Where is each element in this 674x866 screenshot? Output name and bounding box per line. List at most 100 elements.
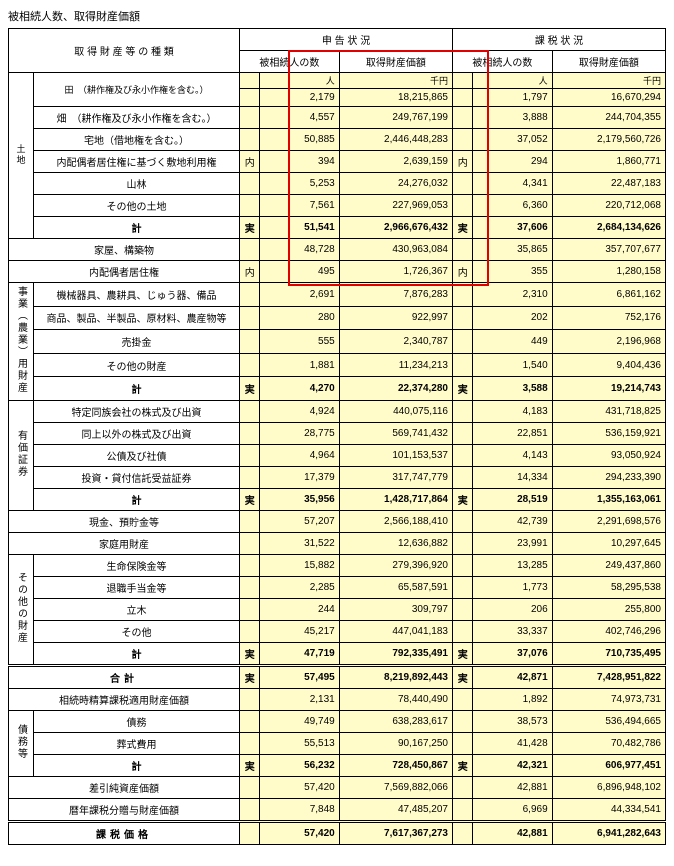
people-cell: 202 — [473, 306, 552, 330]
value-cell: 70,482,786 — [552, 733, 665, 755]
value-cell: 309,797 — [339, 599, 452, 621]
people-cell: 394 — [260, 151, 339, 173]
value-cell: 249,767,199 — [339, 107, 452, 129]
marker-cell — [453, 733, 473, 755]
people-cell: 51,541 — [260, 217, 339, 239]
value-cell: 2,196,968 — [552, 330, 665, 354]
marker-cell: 実 — [453, 755, 473, 777]
people-cell: 294 — [473, 151, 552, 173]
marker-cell: 実 — [453, 217, 473, 239]
value-cell: 12,636,882 — [339, 533, 452, 555]
people-cell: 15,882 — [260, 555, 339, 577]
value-cell: 47,485,207 — [339, 799, 452, 822]
marker-cell — [453, 533, 473, 555]
value-cell: 65,587,591 — [339, 577, 452, 599]
marker-cell — [240, 283, 260, 307]
row-label: 葬式費用 — [33, 733, 239, 755]
people-cell: 2,691 — [260, 283, 339, 307]
marker-cell: 実 — [240, 377, 260, 401]
people-cell: 57,420 — [260, 822, 339, 845]
people-cell: 1,881 — [260, 353, 339, 377]
value-cell: 430,963,084 — [339, 239, 452, 261]
marker-cell: 内 — [240, 261, 260, 283]
value-cell: 2,966,676,432 — [339, 217, 452, 239]
people-cell: 244 — [260, 599, 339, 621]
row-label: 債務 — [33, 711, 239, 733]
header-kazei: 課 税 状 況 — [453, 29, 666, 51]
value-cell: 18,215,865 — [339, 89, 452, 107]
row-label: 機械器具、農耕具、じゅう器、備品 — [33, 283, 239, 307]
value-cell: 9,404,436 — [552, 353, 665, 377]
value-cell: 752,176 — [552, 306, 665, 330]
row-label: 公債及び社債 — [33, 445, 239, 467]
value-cell: 93,050,924 — [552, 445, 665, 467]
value-cell: 6,861,162 — [552, 283, 665, 307]
row-label: 山林 — [33, 173, 239, 195]
people-cell: 23,991 — [473, 533, 552, 555]
row-label: 内配偶者居住権 — [9, 261, 240, 283]
people-cell: 42,739 — [473, 511, 552, 533]
marker-cell — [453, 599, 473, 621]
row-label: その他 — [33, 621, 239, 643]
people-cell: 495 — [260, 261, 339, 283]
row-label: 立木 — [33, 599, 239, 621]
value-cell: 7,876,283 — [339, 283, 452, 307]
unit-cell: 千円 — [339, 73, 452, 89]
marker-cell: 内 — [453, 151, 473, 173]
marker-cell — [453, 445, 473, 467]
marker-cell — [453, 777, 473, 799]
people-cell: 4,143 — [473, 445, 552, 467]
people-cell: 4,924 — [260, 401, 339, 423]
people-cell: 56,232 — [260, 755, 339, 777]
value-cell: 402,746,296 — [552, 621, 665, 643]
unit-cell: 千円 — [552, 73, 665, 89]
value-cell: 1,355,163,061 — [552, 489, 665, 511]
people-cell: 35,865 — [473, 239, 552, 261]
marker-cell — [453, 423, 473, 445]
people-cell: 2,179 — [260, 89, 339, 107]
value-cell: 220,712,068 — [552, 195, 665, 217]
marker-cell — [240, 423, 260, 445]
people-cell: 2,310 — [473, 283, 552, 307]
marker-cell — [240, 107, 260, 129]
value-cell: 1,280,158 — [552, 261, 665, 283]
marker-cell — [453, 711, 473, 733]
value-cell: 294,233,390 — [552, 467, 665, 489]
value-cell: 792,335,491 — [339, 643, 452, 666]
people-cell: 2,131 — [260, 689, 339, 711]
marker-cell — [240, 401, 260, 423]
value-cell: 244,704,355 — [552, 107, 665, 129]
value-cell: 7,617,367,273 — [339, 822, 452, 845]
category-cell: 有価証券 — [9, 401, 34, 511]
value-cell: 317,747,779 — [339, 467, 452, 489]
value-cell: 58,295,538 — [552, 577, 665, 599]
marker-cell — [240, 533, 260, 555]
people-cell: 6,360 — [473, 195, 552, 217]
marker-cell — [453, 689, 473, 711]
row-label: 特定同族会社の株式及び出資 — [33, 401, 239, 423]
value-cell: 6,941,282,643 — [552, 822, 665, 845]
people-cell: 2,285 — [260, 577, 339, 599]
value-cell: 431,718,825 — [552, 401, 665, 423]
row-label: その他の財産 — [33, 353, 239, 377]
people-cell: 35,956 — [260, 489, 339, 511]
marker-cell — [240, 511, 260, 533]
category-cell: 債務等 — [9, 711, 34, 777]
value-cell: 74,973,731 — [552, 689, 665, 711]
marker-cell: 実 — [240, 666, 260, 689]
value-cell: 279,396,920 — [339, 555, 452, 577]
value-cell: 227,969,053 — [339, 195, 452, 217]
value-cell: 2,179,560,726 — [552, 129, 665, 151]
marker-cell — [453, 283, 473, 307]
header-value-k: 取得財産価額 — [552, 51, 665, 73]
people-cell: 31,522 — [260, 533, 339, 555]
row-label: 宅地（借地権を含む。） — [33, 129, 239, 151]
unit-cell: 人 — [260, 73, 339, 89]
marker-cell: 内 — [453, 261, 473, 283]
people-cell: 449 — [473, 330, 552, 354]
value-cell: 728,450,867 — [339, 755, 452, 777]
people-cell: 49,749 — [260, 711, 339, 733]
header-heirs-s: 被相続人の数 — [240, 51, 340, 73]
value-cell: 638,283,617 — [339, 711, 452, 733]
marker-cell — [453, 107, 473, 129]
